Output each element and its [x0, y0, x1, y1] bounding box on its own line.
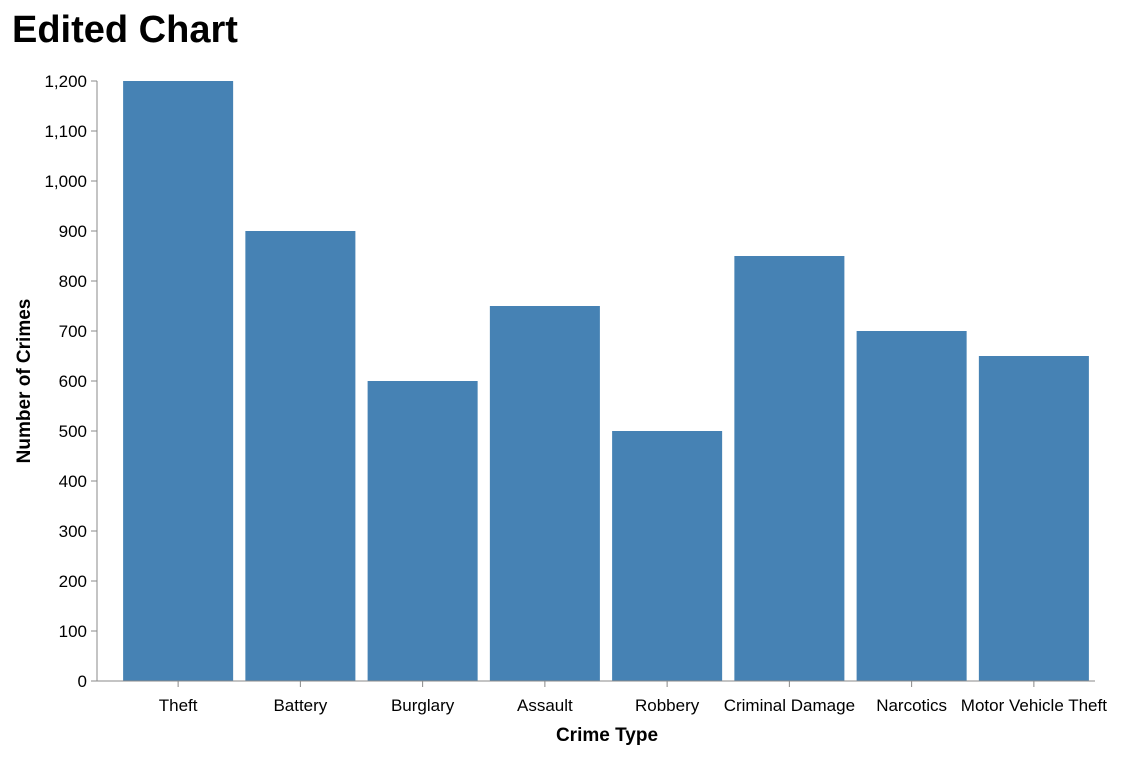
x-tick-label: Burglary [391, 696, 455, 715]
x-tick-label: Assault [517, 696, 573, 715]
y-tick-label: 200 [59, 572, 87, 591]
bar-assault [489, 306, 600, 681]
y-tick-label: 800 [59, 272, 87, 291]
y-tick-label: 400 [59, 472, 87, 491]
y-axis: 0 100 200 300 400 500 600 700 800 900 1,000 1,100 1,… [44, 72, 98, 691]
y-tick-label: 700 [59, 322, 87, 341]
y-tick-label: 300 [59, 522, 87, 541]
x-tick-label: Robbery [635, 696, 700, 715]
x-tick-label: Criminal Damage [724, 696, 855, 715]
bar-battery [245, 231, 356, 681]
bar-robbery [612, 431, 723, 681]
chart-title: Edited Chart [12, 9, 238, 51]
y-tick-label: 900 [59, 222, 87, 241]
bars-group [123, 81, 1089, 681]
y-tick-label: 1,100 [44, 122, 87, 141]
y-tick-label: 500 [59, 422, 87, 441]
bar-motor-vehicle-theft [978, 356, 1089, 681]
bar-theft [123, 81, 234, 681]
y-tick-label: 100 [59, 622, 87, 641]
x-tick-label: Narcotics [876, 696, 947, 715]
x-tick-label: Theft [159, 696, 198, 715]
bar-criminal-damage [734, 256, 845, 681]
bar-burglary [367, 381, 478, 681]
x-tick-label: Motor Vehicle Theft [961, 696, 1107, 715]
plot-area: 0 100 200 300 400 500 600 700 800 900 1,000 1,100 1,… [44, 72, 1107, 715]
y-tick-label: 600 [59, 372, 87, 391]
x-tick-label: Battery [273, 696, 327, 715]
y-axis-title: Number of Crimes [14, 299, 35, 464]
bar-narcotics [856, 331, 967, 681]
y-tick-label: 0 [78, 672, 87, 691]
x-axis: Theft Battery Burglary Assault Robbery Crimin… [97, 680, 1107, 715]
y-tick-label: 1,200 [44, 72, 87, 91]
y-tick-label: 1,000 [44, 172, 87, 191]
x-axis-title: Crime Type [556, 725, 658, 746]
